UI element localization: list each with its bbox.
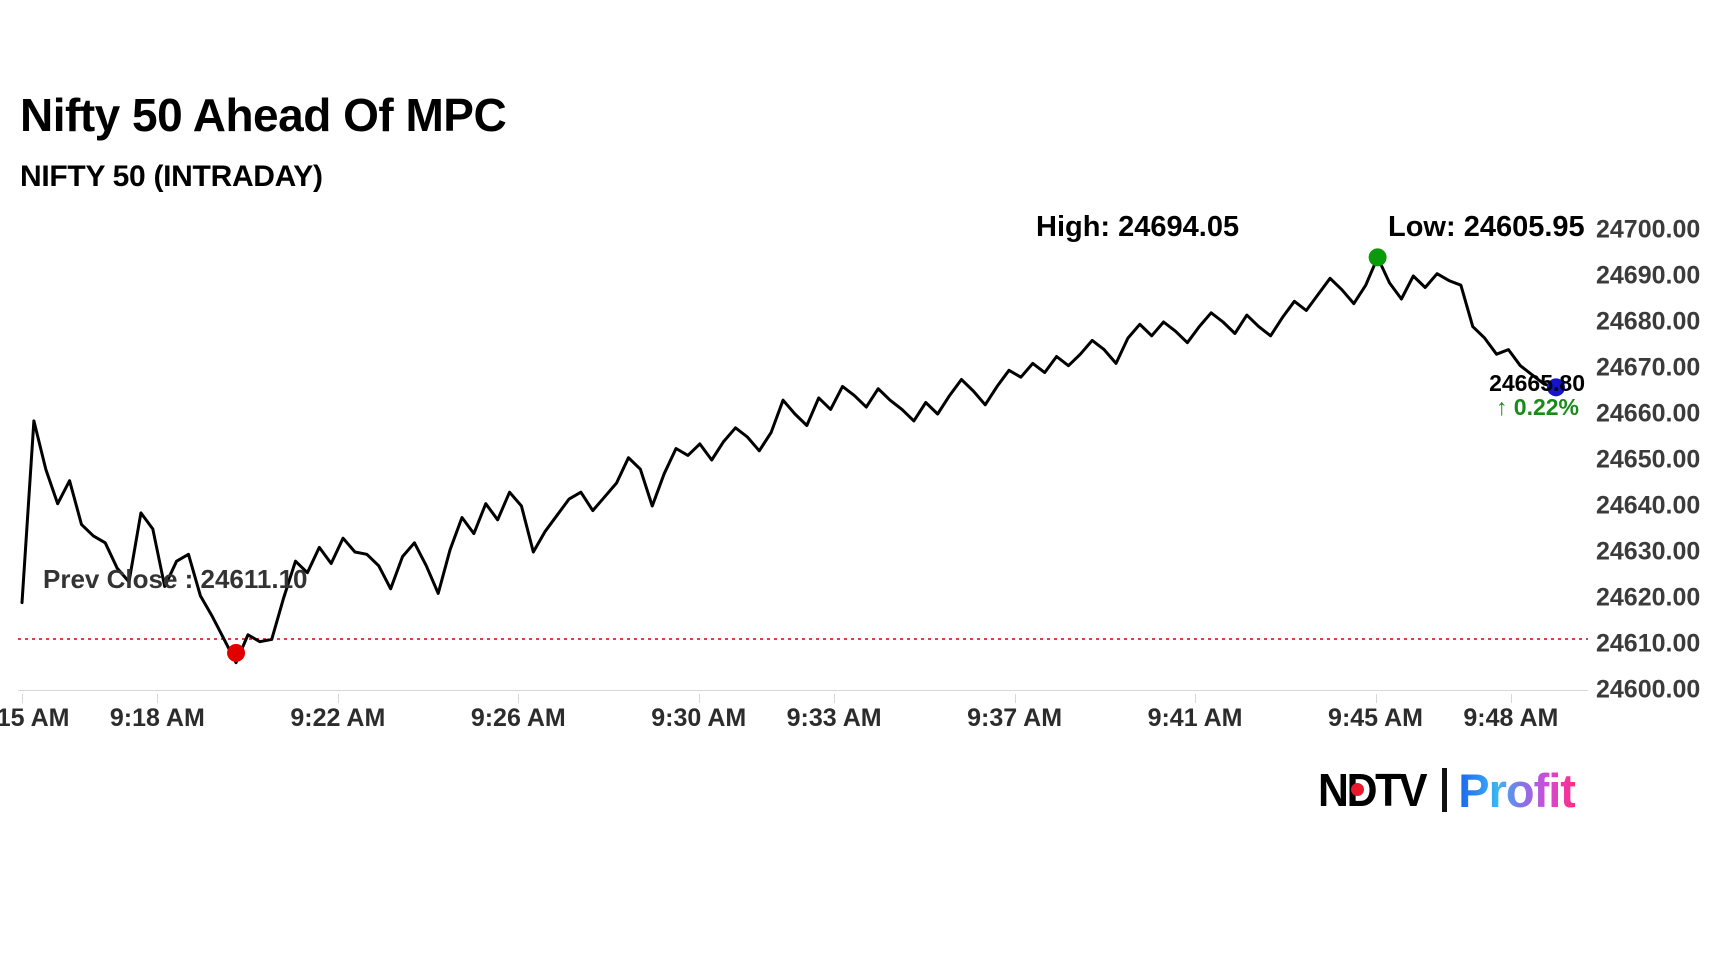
- y-axis-tick-label: 24650.00: [1596, 445, 1701, 474]
- chart-plot-area: [18, 230, 1588, 690]
- chart-subtitle: NIFTY 50 (INTRADAY): [20, 160, 323, 193]
- y-axis-tick-label: 24670.00: [1596, 353, 1701, 382]
- logo-profit-text: Profit: [1458, 763, 1576, 817]
- y-axis-tick-label: 24660.00: [1596, 399, 1701, 428]
- prev-close-label: Prev Close : 24611.10: [43, 564, 308, 594]
- x-axis-tick-label: 9:48 AM: [1463, 704, 1559, 732]
- x-axis-tick-mark: [1014, 694, 1016, 703]
- y-axis-tick-label: 24630.00: [1596, 537, 1701, 566]
- high-stat-label: High: 24694.05: [1036, 211, 1240, 243]
- x-axis-tick-label: 9:22 AM: [290, 704, 386, 732]
- x-axis-line: [18, 690, 1588, 691]
- ndtv-profit-logo: NDTV Profit: [1318, 762, 1576, 818]
- x-axis-tick-label: 9:18 AM: [109, 704, 205, 732]
- logo-ndtv-text: NDTV: [1318, 764, 1427, 816]
- last-price-change: ↑ 0.22%: [1495, 394, 1579, 421]
- y-axis-tick-label: 24620.00: [1596, 583, 1701, 612]
- high-marker-dot: [1368, 248, 1387, 267]
- x-axis-tick-mark: [834, 694, 836, 703]
- page-title: Nifty 50 Ahead Of MPC: [20, 89, 507, 141]
- x-axis-tick-mark: [1510, 694, 1512, 703]
- x-axis-tick-mark: [1375, 694, 1377, 703]
- y-axis-tick-label: 24610.00: [1596, 629, 1701, 658]
- low-stat-label: Low: 24605.95: [1388, 211, 1585, 243]
- y-axis-tick-label: 24600.00: [1596, 675, 1701, 704]
- x-axis-tick-label: 9:30 AM: [651, 704, 747, 732]
- y-axis: 24700.00 24690.00 24680.00 24670.00 24660.00…: [1596, 216, 1728, 704]
- logo-divider: [1442, 768, 1448, 812]
- logo-red-dot-icon: [1351, 783, 1364, 796]
- x-axis-tick-label: 9:45 AM: [1328, 704, 1423, 732]
- x-axis-tick-mark: [518, 694, 520, 703]
- x-axis-tick-label: 9:26 AM: [470, 704, 566, 732]
- x-axis-tick-label: 9:33 AM: [786, 704, 882, 732]
- last-price-value: 24665.80: [1489, 370, 1585, 396]
- x-axis-tick-mark: [337, 694, 339, 703]
- x-axis-tick-mark: [157, 694, 159, 703]
- x-axis-tick-mark: [698, 694, 700, 703]
- x-axis-tick-mark: [22, 694, 23, 703]
- x-axis-tick-label: 9:15 AM: [0, 704, 70, 732]
- x-axis-tick-mark: [1195, 694, 1197, 703]
- x-axis-tick-label: 9:37 AM: [967, 704, 1063, 732]
- last-price-callout: 24665.80 ↑ 0.22%: [1455, 371, 1585, 421]
- x-axis-tick-label: 9:41 AM: [1147, 704, 1243, 732]
- x-axis: 9:15 AM 9:18 AM 9:22 AM 9:26 AM 9:30 AM 9:33 …: [0, 694, 1728, 740]
- y-axis-tick-label: 24640.00: [1596, 491, 1701, 520]
- last-price-marker-dot: [1547, 378, 1565, 397]
- y-axis-tick-label: 24680.00: [1596, 307, 1701, 336]
- price-line: [20, 255, 1558, 665]
- price-line-chart: [18, 248, 1588, 665]
- y-axis-tick-label: 24700.00: [1596, 215, 1701, 244]
- low-marker-dot: [227, 643, 246, 662]
- y-axis-tick-label: 24690.00: [1596, 261, 1701, 290]
